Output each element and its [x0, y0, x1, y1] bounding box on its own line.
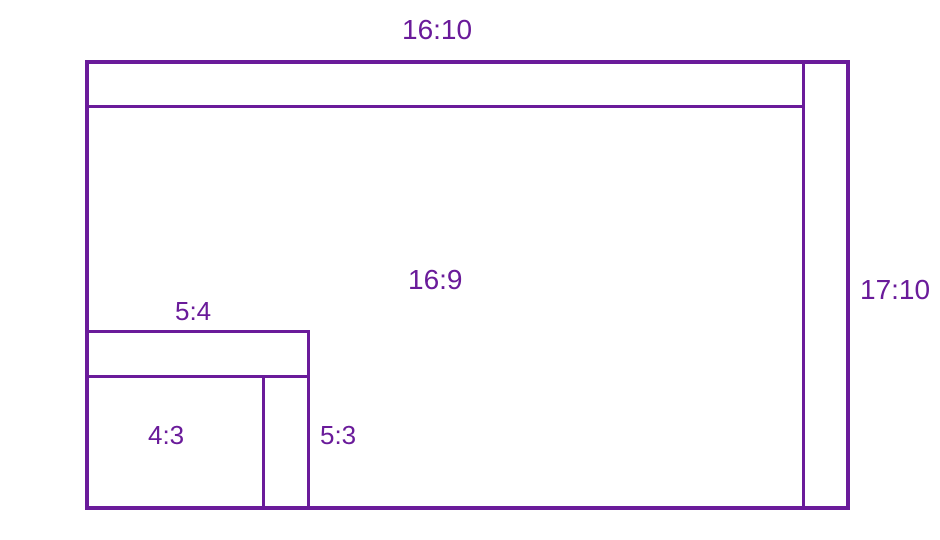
- label-16-10: 16:10: [402, 14, 472, 46]
- label-5-3: 5:3: [320, 420, 356, 451]
- aspect-ratio-diagram: 16:10 17:10 16:9 5:4 5:3 4:3: [0, 0, 940, 540]
- label-5-4: 5:4: [175, 296, 211, 327]
- label-4-3: 4:3: [148, 420, 184, 451]
- label-17-10: 17:10: [860, 274, 930, 306]
- label-16-9: 16:9: [408, 264, 463, 296]
